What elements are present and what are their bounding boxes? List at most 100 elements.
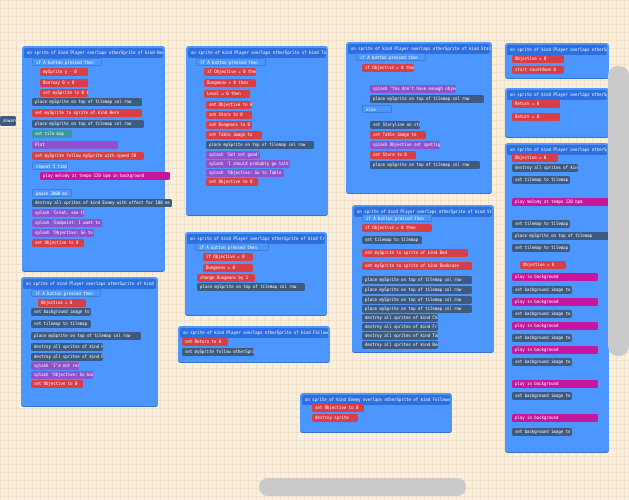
place-block[interactable]: place mySprite on top of tilemap col row: [362, 305, 472, 313]
condition-block[interactable]: mySprite y - 0: [40, 68, 88, 76]
condition-block[interactable]: if Objective = 0 then: [204, 68, 256, 76]
splash-block[interactable]: splash 'Objective: Go to Table & Chest': [206, 169, 284, 177]
condition-block[interactable]: Dungeons = 0: [203, 264, 253, 272]
condition-block[interactable]: if Objective = 0: [203, 253, 253, 261]
horizontal-scrollbar[interactable]: [259, 478, 466, 496]
condition-block[interactable]: Doorway 0 + 0: [40, 79, 88, 87]
play-block[interactable]: play in background: [512, 273, 598, 281]
destroy-block[interactable]: destroy all sprites of kind Enemy: [512, 164, 578, 172]
set-block[interactable]: set mySprite to 0 then: [40, 89, 88, 97]
splash-block[interactable]: splash 'Objective: Go back': [31, 371, 93, 379]
set-objective-block[interactable]: set Objective to 0: [312, 404, 364, 412]
set-block[interactable]: set Objective to 0: [206, 101, 252, 109]
vertical-scrollbar[interactable]: [608, 66, 629, 356]
background-block[interactable]: set background image to: [512, 334, 572, 342]
play-block[interactable]: play in background: [512, 414, 598, 422]
story-block[interactable]: set Storyline on story: [370, 121, 420, 129]
destroy-block[interactable]: destroy all sprites of kind Table: [362, 332, 438, 340]
condition-block[interactable]: Level = 0 then: [204, 90, 250, 98]
set-objective-block[interactable]: set Objective to 0: [32, 239, 84, 247]
place-block[interactable]: place mySprite on top of tilemap: [512, 232, 609, 240]
play-block[interactable]: play in background: [512, 322, 598, 330]
place-block[interactable]: place mySprite on top of tilemap col row: [32, 98, 142, 106]
destroy-block[interactable]: destroy all sprites of kind Fridge: [362, 323, 438, 331]
splash-block[interactable]: splash 'Great, see that?!': [32, 209, 84, 217]
melody-block[interactable]: play melody at tempo 120 bpm: [512, 198, 609, 206]
tilemap-block[interactable]: set tile map: [32, 130, 72, 138]
set-objective-block[interactable]: set Objective to 0: [206, 178, 258, 186]
place-block[interactable]: place mySprite on top of tilemap col row: [370, 161, 480, 169]
set-block[interactable]: set Store to 0: [370, 151, 416, 159]
place-block[interactable]: place mySprite on top of tilemap col row: [362, 296, 472, 304]
follow-block[interactable]: set mySprite follow otherSprite: [182, 348, 254, 356]
tilemap-block[interactable]: set tilemap to tilemap: [362, 236, 422, 244]
condition-block[interactable]: Objective = 0: [38, 299, 86, 307]
event-stack-enemy-followed[interactable]: on sprite of kind Enemy overlaps otherSp…: [300, 393, 452, 433]
set-image-block[interactable]: set Table image to: [370, 131, 426, 139]
condition-block[interactable]: Objective = 0: [512, 55, 564, 63]
set-objective-block[interactable]: set Objective to 0: [31, 380, 83, 388]
follow-block[interactable]: set mySprite follow mySprite with speed …: [32, 152, 144, 160]
set-sprite-block[interactable]: set mySprite to sprite of kind Bed: [362, 249, 468, 257]
condition-block[interactable]: Return = 0: [512, 113, 560, 121]
background-block[interactable]: set background image to: [512, 358, 572, 366]
splash-block[interactable]: splash Objective set spotlight: [370, 141, 440, 149]
place-block[interactable]: place mySprite on top of tilemap col row: [370, 95, 484, 103]
place-block[interactable]: place mySprite on top of tilemap col row: [197, 283, 305, 291]
set-sprite-block[interactable]: set mySprite to sprite of kind Hero: [32, 109, 142, 117]
change-block[interactable]: change Dungeons by 1: [197, 274, 255, 282]
tilemap-block[interactable]: set tilemap to tilemap: [512, 244, 570, 252]
place-block[interactable]: place mySprite on top of tilemap col row: [362, 286, 472, 294]
if-block[interactable]: if A button pressed then: [31, 289, 101, 297]
set-block[interactable]: set Store to 0: [206, 111, 252, 119]
tilemap-block[interactable]: set tilemap to tilemap: [512, 176, 570, 184]
background-block[interactable]: set background image to: [512, 286, 572, 294]
if-block[interactable]: if A button pressed then: [32, 58, 102, 66]
splash-block[interactable]: splash 'You don't have enough objectives…: [370, 85, 456, 93]
background-block[interactable]: set background image to: [512, 428, 572, 436]
set-image-block[interactable]: set Table image to: [206, 131, 262, 139]
place-block[interactable]: place mySprite on top of tilemap col row: [362, 276, 472, 284]
place-block[interactable]: place mySprite on top of tilemap col row: [32, 120, 144, 128]
condition-block[interactable]: if Objective = 0 then: [362, 64, 414, 72]
if-block[interactable]: if A button pressed then: [196, 58, 266, 66]
destroy-block[interactable]: destroy all sprites of kind Rad: [31, 353, 103, 361]
background-block[interactable]: set background image to: [31, 308, 91, 316]
set-sprite-block[interactable]: set mySprite to sprite of kind Bookcase: [362, 262, 472, 270]
if-block[interactable]: if A button pressed then: [362, 214, 432, 222]
countdown-block[interactable]: start countdown 0: [512, 66, 564, 74]
if-block[interactable]: if A button pressed then: [356, 53, 426, 61]
if-block[interactable]: if A button pressed then: [195, 243, 269, 251]
destroy-block[interactable]: destroy all sprites of kind Bookcase: [362, 341, 438, 349]
repeat-block[interactable]: repeat 5 times: [32, 162, 68, 170]
splash-block[interactable]: splash 'I'm not ready': [31, 362, 79, 370]
play-block[interactable]: play in background: [512, 298, 598, 306]
place-block[interactable]: place mySprite on top of tilemap col row: [206, 141, 314, 149]
condition-block[interactable]: if Objective = 0 then: [362, 224, 432, 232]
destroy-sprite-block[interactable]: destroy sprite: [312, 414, 358, 422]
condition-block[interactable]: Objective = 0: [512, 154, 558, 162]
offscreen-block[interactable]: onwards: [0, 116, 16, 126]
destroy-block[interactable]: destroy all sprites of kind Enemy with e…: [32, 199, 172, 207]
destroy-block[interactable]: destroy all sprites of kind Hero: [31, 343, 103, 351]
background-block[interactable]: set background image to: [512, 310, 572, 318]
destroy-block[interactable]: destroy all sprites of kind Chest: [362, 314, 438, 322]
splash-block[interactable]: splash 'Endpoint: I want to continue cha…: [32, 219, 102, 227]
set-block[interactable]: set Dungeons to 0: [206, 121, 252, 129]
play-block[interactable]: play in background: [512, 346, 598, 354]
place-block[interactable]: place mySprite on top of tilemap col row: [31, 332, 141, 340]
background-block[interactable]: set background image to: [512, 392, 572, 400]
pause-block[interactable]: pause 2000 ms: [32, 189, 72, 197]
tilemap-block[interactable]: set tilemap to tilemap: [31, 320, 91, 328]
condition-block[interactable]: Return = 0: [512, 100, 560, 108]
condition-block[interactable]: Dungeons + 0 then: [204, 79, 256, 87]
play-block[interactable]: play in background: [512, 380, 598, 388]
splash-block[interactable]: splash 'Get set good': [206, 151, 260, 159]
tilemap-block[interactable]: set tilemap to tilemap: [512, 220, 570, 228]
set-block[interactable]: set Return to 0: [182, 338, 228, 346]
splash-block[interactable]: splash 'Objective: Go to end': [32, 229, 94, 237]
melody-block[interactable]: play melody at tempo 120 bpm in backgrou…: [40, 172, 170, 180]
play-block[interactable]: Plat: [32, 141, 118, 149]
splash-block[interactable]: splash 'I should probably go talk to Dwa…: [206, 160, 290, 168]
condition-block[interactable]: Objective = 0: [520, 261, 566, 269]
